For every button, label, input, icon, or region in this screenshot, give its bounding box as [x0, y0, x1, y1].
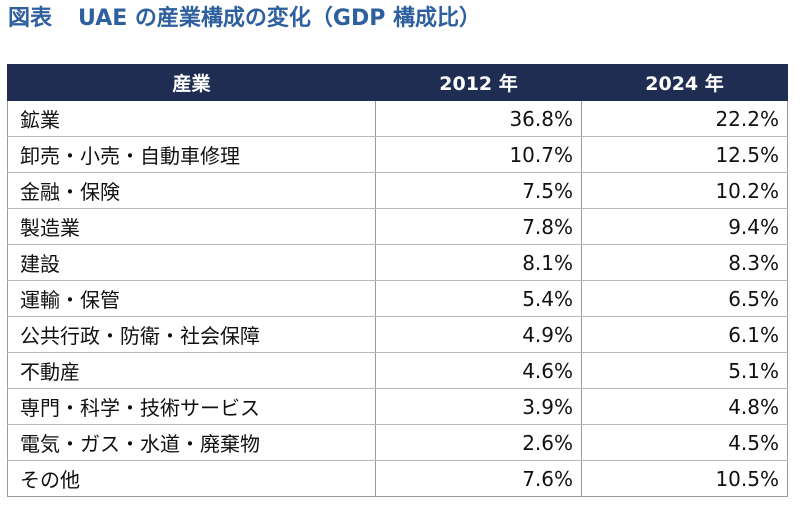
- table-row: 卸売・小売・自動車修理 10.7% 12.5%: [7, 136, 788, 173]
- header-2012: 2012 年: [375, 64, 582, 101]
- table-row: その他 7.6% 10.5%: [7, 460, 788, 497]
- industry-name: 公共行政・防衛・社会保障: [7, 316, 376, 353]
- share-2024: 10.2%: [581, 172, 788, 209]
- industry-name: 運輸・保管: [7, 280, 376, 317]
- share-2012: 7.8%: [375, 208, 582, 245]
- figure-label: 図表: [8, 6, 53, 31]
- share-2012: 3.9%: [375, 388, 582, 425]
- industry-composition-table: 産業 2012 年 2024 年 鉱業 36.8% 22.2% 卸売・小売・自動…: [7, 64, 788, 497]
- share-2012: 7.5%: [375, 172, 582, 209]
- share-2012: 8.1%: [375, 244, 582, 281]
- share-2024: 4.5%: [581, 424, 788, 461]
- share-2012: 4.6%: [375, 352, 582, 389]
- share-2012: 7.6%: [375, 460, 582, 497]
- table-row: 電気・ガス・水道・廃棄物 2.6% 4.5%: [7, 424, 788, 461]
- industry-name: 製造業: [7, 208, 376, 245]
- industry-name: 卸売・小売・自動車修理: [7, 136, 376, 173]
- table-row: 金融・保険 7.5% 10.2%: [7, 172, 788, 209]
- table-row: 製造業 7.8% 9.4%: [7, 208, 788, 245]
- share-2024: 5.1%: [581, 352, 788, 389]
- table-row: 不動産 4.6% 5.1%: [7, 352, 788, 389]
- share-2024: 6.1%: [581, 316, 788, 353]
- industry-name: 電気・ガス・水道・廃棄物: [7, 424, 376, 461]
- table-row: 建設 8.1% 8.3%: [7, 244, 788, 281]
- industry-name: 専門・科学・技術サービス: [7, 388, 376, 425]
- share-2012: 4.9%: [375, 316, 582, 353]
- share-2012: 5.4%: [375, 280, 582, 317]
- table-row: 運輸・保管 5.4% 6.5%: [7, 280, 788, 317]
- table-row: 専門・科学・技術サービス 3.9% 4.8%: [7, 388, 788, 425]
- figure-title: 図表 UAE の産業構成の変化（GDP 構成比）: [8, 4, 481, 34]
- figure-title-text: UAE の産業構成の変化（GDP 構成比）: [78, 6, 482, 31]
- table-row: 公共行政・防衛・社会保障 4.9% 6.1%: [7, 316, 788, 353]
- share-2012: 36.8%: [375, 100, 582, 137]
- industry-name: 鉱業: [7, 100, 376, 137]
- share-2024: 9.4%: [581, 208, 788, 245]
- industry-name: 金融・保険: [7, 172, 376, 209]
- share-2024: 4.8%: [581, 388, 788, 425]
- share-2012: 10.7%: [375, 136, 582, 173]
- share-2024: 22.2%: [581, 100, 788, 137]
- header-industry: 産業: [7, 64, 376, 101]
- industry-name: その他: [7, 460, 376, 497]
- share-2024: 12.5%: [581, 136, 788, 173]
- table-header-row: 産業 2012 年 2024 年: [7, 64, 788, 101]
- share-2012: 2.6%: [375, 424, 582, 461]
- share-2024: 6.5%: [581, 280, 788, 317]
- share-2024: 8.3%: [581, 244, 788, 281]
- industry-name: 建設: [7, 244, 376, 281]
- share-2024: 10.5%: [581, 460, 788, 497]
- industry-name: 不動産: [7, 352, 376, 389]
- table-row: 鉱業 36.8% 22.2%: [7, 100, 788, 137]
- header-2024: 2024 年: [581, 64, 788, 101]
